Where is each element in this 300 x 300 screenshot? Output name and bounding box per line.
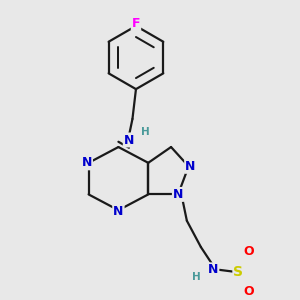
Text: O: O	[244, 245, 254, 258]
Text: O: O	[244, 286, 254, 298]
Text: H: H	[192, 272, 201, 282]
Text: N: N	[185, 160, 196, 173]
Text: F: F	[132, 16, 140, 30]
Text: N: N	[124, 134, 134, 146]
Text: N: N	[208, 263, 218, 276]
Text: N: N	[173, 188, 183, 201]
Text: H: H	[141, 127, 150, 137]
Text: N: N	[113, 205, 124, 218]
Text: N: N	[82, 156, 92, 169]
Text: S: S	[233, 265, 243, 279]
